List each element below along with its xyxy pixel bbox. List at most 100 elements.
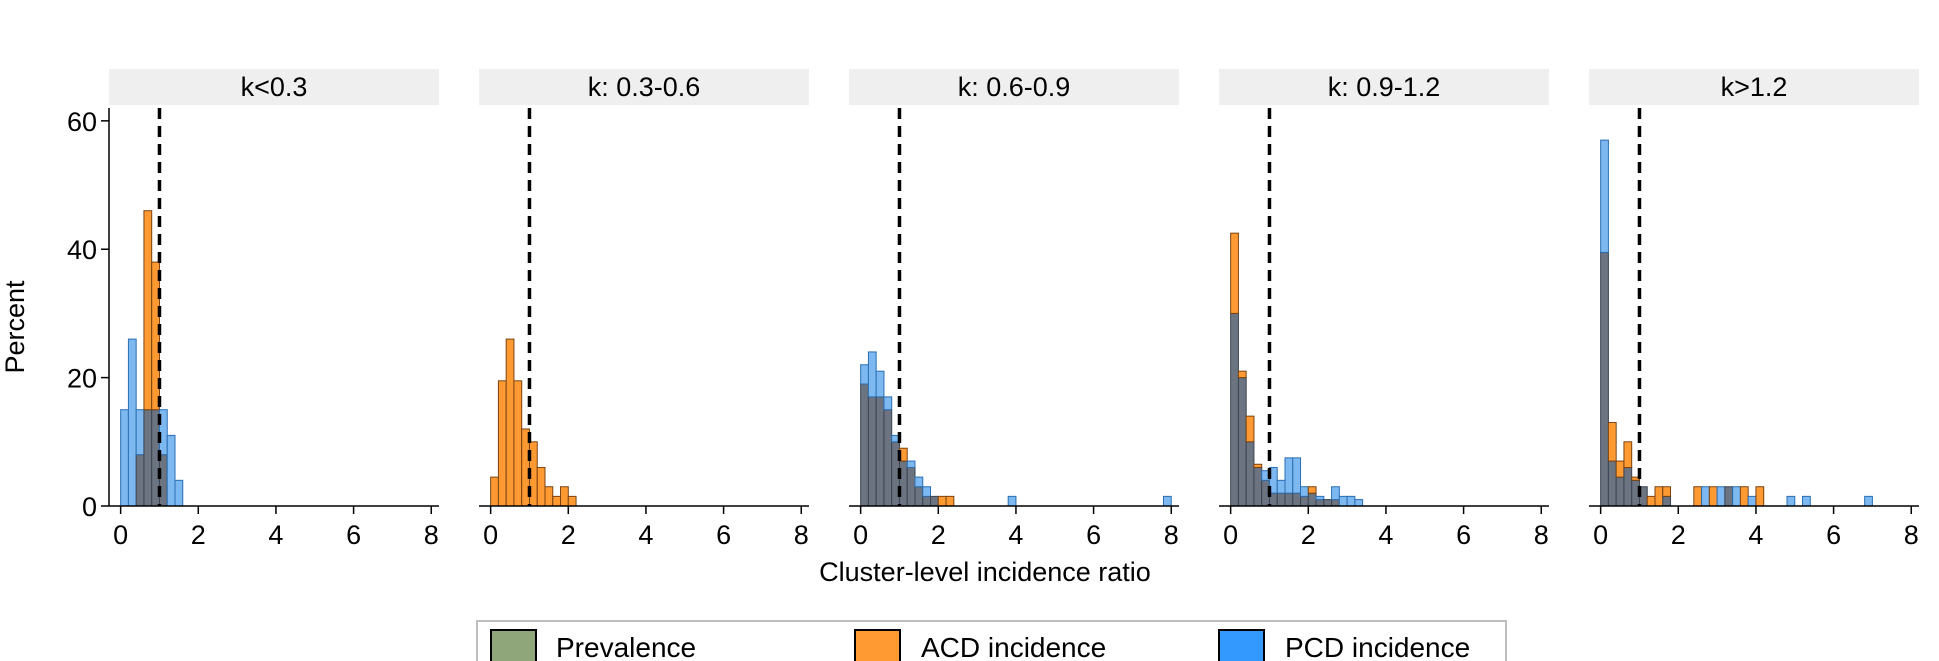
bar-overlap (922, 495, 932, 507)
bar-overlap (883, 409, 893, 507)
x-tick-label: 2 (931, 520, 946, 550)
x-tick-label: 6 (1086, 520, 1101, 550)
bar-acd-incidence (1245, 415, 1255, 443)
bar-acd-incidence (567, 495, 577, 507)
bar-acd-incidence (1237, 370, 1247, 379)
bar-acd-incidence (513, 380, 523, 507)
bar-pcd-incidence (1732, 486, 1741, 507)
legend: Prevalence ACD incidence PCD incidence (476, 620, 1507, 661)
bar-overlap (860, 383, 869, 507)
x-tick-label: 0 (483, 520, 498, 550)
legend-key-prevalence (490, 629, 537, 661)
x-tick-label: 6 (1456, 520, 1471, 550)
bar-pcd-incidence (1802, 495, 1811, 507)
bar-overlap (1623, 466, 1633, 507)
facet-strip (479, 69, 809, 105)
bar-pcd-incidence (127, 338, 137, 507)
bar-overlap (1600, 251, 1609, 507)
x-tick-label: 4 (1748, 520, 1763, 550)
x-tick-label: 6 (346, 520, 361, 550)
legend-key-acd-incidence (854, 629, 901, 661)
facet-strip-label: k: 0.3-0.6 (588, 72, 701, 102)
bar-pcd-incidence (174, 479, 184, 507)
bar-pcd-incidence (922, 486, 932, 497)
bar-overlap (914, 486, 924, 507)
facet-strip-label: k: 0.6-0.9 (958, 72, 1071, 102)
bar-acd-incidence (1623, 441, 1633, 468)
x-tick-label: 2 (1671, 520, 1686, 550)
bar-acd-incidence (937, 495, 947, 507)
bar-acd-incidence (1646, 495, 1656, 507)
bar-overlap (1237, 377, 1247, 507)
bar-overlap (1245, 441, 1255, 507)
bar-acd-incidence (497, 380, 507, 507)
bar-pcd-incidence (135, 409, 145, 456)
bar-pcd-incidence (1284, 457, 1294, 494)
bar-pcd-incidence (1162, 495, 1172, 507)
bar-acd-incidence (945, 495, 955, 507)
bar-pcd-incidence (1864, 495, 1873, 507)
y-tick-label: 20 (67, 364, 97, 394)
y-tick-label: 0 (82, 492, 97, 522)
x-tick-label: 8 (794, 520, 809, 550)
bar-acd-incidence (505, 338, 515, 507)
bar-overlap (158, 454, 168, 507)
bar-overlap (1307, 492, 1317, 507)
bar-acd-incidence (1230, 232, 1239, 314)
bar-pcd-incidence (1600, 139, 1609, 253)
bar-overlap (1323, 499, 1333, 507)
x-tick-label: 8 (1164, 520, 1179, 550)
bar-overlap (1331, 499, 1340, 507)
y-tick-label: 40 (67, 235, 97, 265)
legend-frame (476, 620, 1507, 661)
bar-pcd-incidence (1346, 495, 1356, 507)
bar-pcd-incidence (120, 409, 129, 507)
bar-overlap (143, 409, 153, 507)
bar-acd-incidence (151, 261, 160, 411)
y-axis-label: Percent (0, 280, 30, 374)
bar-pcd-incidence (914, 476, 924, 488)
x-tick-label: 0 (1223, 520, 1238, 550)
x-tick-label: 2 (191, 520, 206, 550)
bar-acd-incidence (1693, 486, 1703, 507)
bar-pcd-incidence (883, 396, 893, 411)
bar-acd-incidence (1708, 486, 1718, 507)
facet-strip (849, 69, 1179, 105)
x-tick-label: 4 (1378, 520, 1393, 550)
bar-overlap (1230, 312, 1239, 507)
facet-strip-label: k<0.3 (241, 72, 308, 102)
bar-pcd-incidence (860, 364, 869, 385)
x-tick-label: 4 (268, 520, 283, 550)
facet-panel-4: k: 0.9-1.2 0 2 4 6 8 (1219, 69, 1549, 550)
x-tick-label: 0 (1593, 520, 1608, 550)
bar-overlap (1253, 466, 1263, 507)
x-tick-label: 0 (853, 520, 868, 550)
bar-pcd-incidence (1747, 495, 1757, 507)
bar-acd-incidence (560, 486, 569, 507)
facet-strip (109, 69, 439, 105)
facet-panel-3: k: 0.6-0.9 0 2 4 6 8 (849, 69, 1179, 550)
bar-pcd-incidence (1007, 495, 1017, 507)
bar-acd-incidence (1307, 486, 1317, 494)
bar-overlap (1284, 492, 1294, 507)
bar-overlap (1300, 495, 1309, 507)
x-tick-label: 6 (1826, 520, 1841, 550)
facet-panel-1: k<0.3 0 2 4 6 8 0 20 40 60 (67, 69, 439, 550)
bar-overlap (1276, 492, 1286, 507)
bar-pcd-incidence (166, 434, 176, 507)
facet-strip-label: k: 0.9-1.2 (1328, 72, 1441, 102)
x-tick-label: 2 (1301, 520, 1316, 550)
facet-panel-2: k: 0.3-0.6 0 2 4 6 8 (479, 69, 809, 550)
bar-overlap (1292, 492, 1302, 507)
bar-pcd-incidence (1338, 495, 1348, 507)
bar-pcd-incidence (1786, 495, 1796, 507)
bar-pcd-incidence (1315, 495, 1325, 501)
bar-acd-incidence (1739, 486, 1749, 507)
bar-acd-incidence (143, 210, 153, 411)
bar-pcd-incidence (1354, 499, 1364, 507)
x-tick-label: 4 (638, 520, 653, 550)
bar-overlap (1315, 499, 1325, 507)
bar-acd-incidence (1607, 422, 1617, 462)
